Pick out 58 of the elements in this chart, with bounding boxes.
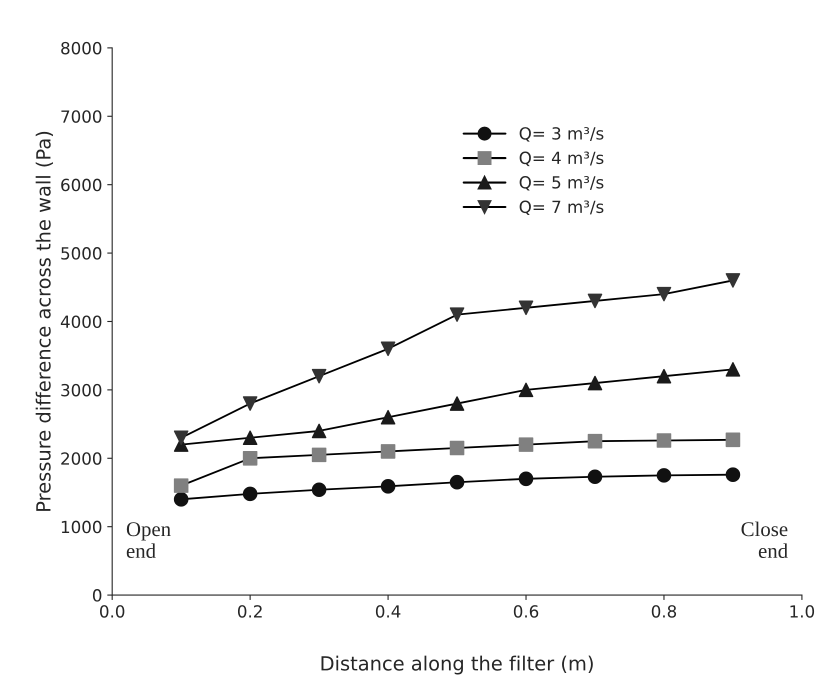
y-tick-label: 0	[92, 589, 102, 602]
point	[518, 382, 534, 398]
point	[380, 342, 396, 356]
x-axis-title: Distance along the filter (m)	[322, 656, 593, 674]
point	[380, 444, 396, 459]
point	[174, 492, 188, 507]
point	[656, 433, 672, 448]
x-tick-label: 0.6	[514, 605, 538, 618]
point	[726, 273, 740, 288]
point	[726, 467, 740, 482]
y-tick-label: 1000	[62, 520, 102, 534]
y-tick-label: 7000	[61, 110, 102, 123]
x-tick-label: 0.4	[376, 605, 400, 618]
annotation: Open end	[126, 522, 171, 558]
point	[174, 478, 188, 493]
x-tick-label: 0.8	[652, 605, 676, 618]
point	[588, 469, 602, 484]
point	[656, 468, 672, 483]
legend-label: Q= 4 m³/s	[520, 152, 604, 166]
y-axis-title: Pressure difference across the wall (Pa)	[36, 132, 54, 511]
point	[242, 430, 258, 446]
point	[518, 472, 534, 486]
point	[380, 410, 396, 425]
point	[242, 396, 258, 411]
point	[450, 474, 464, 490]
point	[450, 307, 464, 322]
x-tick-label: 0.2	[238, 605, 262, 618]
y-tick-label: 2000	[61, 452, 102, 465]
point	[242, 486, 258, 502]
point	[518, 437, 534, 452]
point	[312, 482, 326, 498]
annotation: Close end	[742, 522, 788, 558]
point	[726, 362, 740, 377]
point	[588, 376, 602, 390]
legend-label: Q= 3 m³/s	[520, 127, 604, 142]
point	[242, 450, 258, 466]
y-tick-label: 8000	[61, 42, 102, 54]
point	[518, 300, 534, 316]
y-tick-label: 6000	[61, 178, 102, 192]
x-tick-label: 1.0	[790, 605, 814, 618]
legend-label: Q= 5 m³/s	[520, 176, 604, 191]
point	[656, 368, 672, 384]
y-tick-label: 5000	[61, 247, 102, 260]
y-tick-label: 4000	[60, 315, 102, 328]
point	[312, 448, 326, 462]
point	[312, 368, 326, 384]
point	[726, 432, 740, 448]
point	[174, 430, 188, 446]
point	[588, 434, 602, 448]
point	[312, 424, 326, 438]
x-tick-label: 0.0	[100, 605, 124, 618]
point	[450, 396, 464, 411]
point	[588, 294, 602, 308]
point	[450, 440, 464, 456]
y-tick-label: 3000	[61, 384, 102, 396]
point	[380, 479, 396, 494]
legend-label: Q= 7 m³/s	[520, 200, 604, 215]
point	[656, 286, 672, 302]
